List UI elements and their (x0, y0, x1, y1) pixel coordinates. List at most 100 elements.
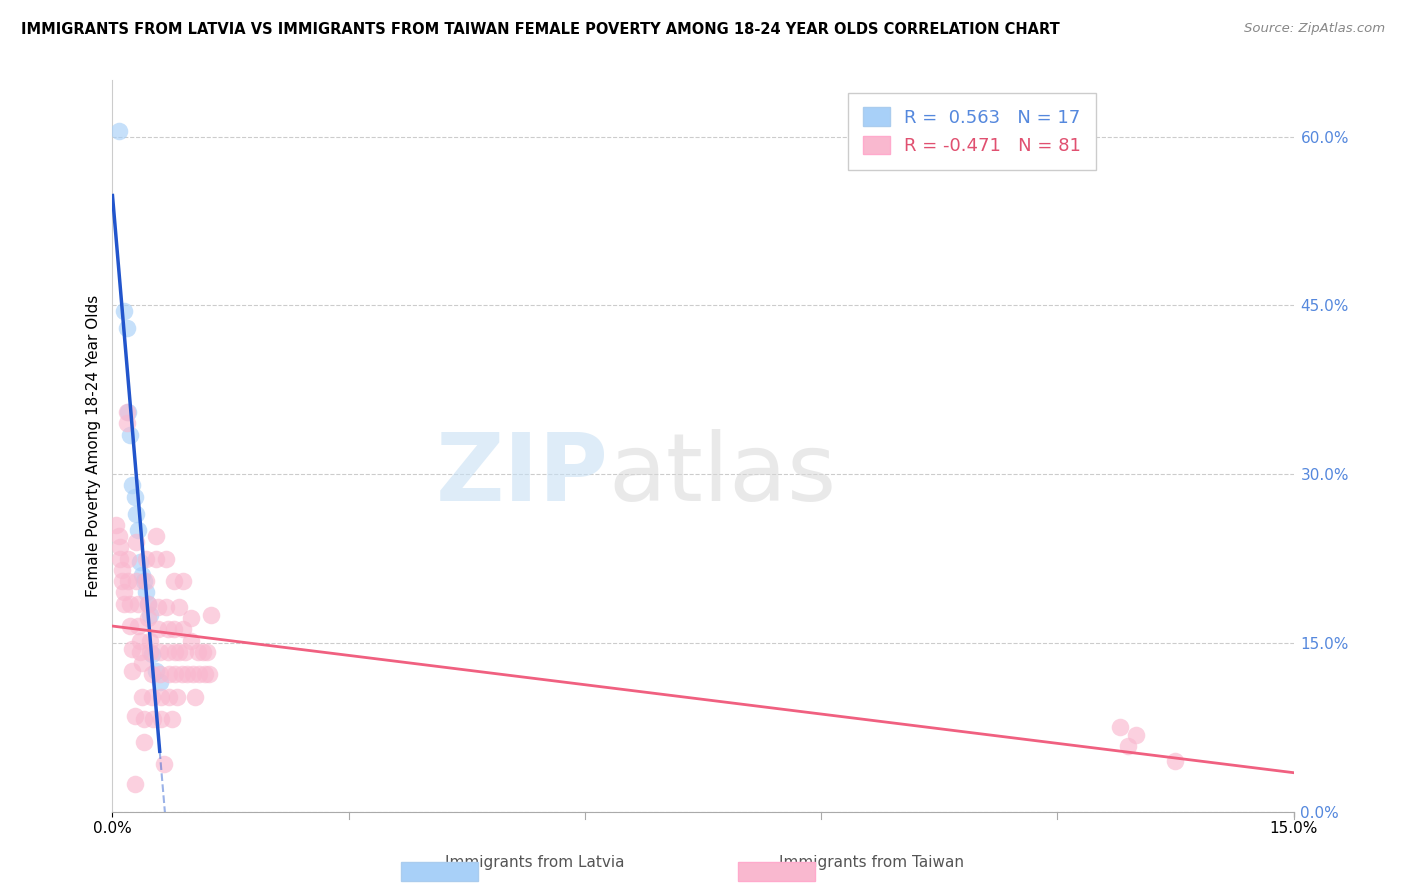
Point (125, 534, 148, 549)
Point (131, 690, 153, 704)
Point (149, 667, 172, 681)
Point (121, 664, 143, 678)
Point (197, 667, 219, 681)
Point (160, 713, 183, 727)
Point (131, 656, 153, 670)
Point (180, 633, 202, 648)
Point (150, 690, 173, 704)
Point (129, 645, 152, 659)
Point (157, 690, 180, 704)
Point (146, 599, 169, 614)
Point (142, 713, 165, 727)
Point (136, 597, 159, 611)
Point (127, 597, 149, 611)
Point (146, 623, 169, 637)
Point (117, 551, 139, 566)
Point (184, 690, 207, 704)
Point (125, 507, 148, 521)
Point (124, 709, 146, 723)
Point (163, 623, 186, 637)
Point (141, 690, 163, 704)
Point (107, 529, 129, 543)
Point (156, 645, 179, 659)
Point (186, 645, 208, 659)
Text: Immigrants from Taiwan: Immigrants from Taiwan (779, 855, 965, 870)
Point (129, 555, 152, 569)
Point (139, 633, 162, 648)
Point (1116, 739, 1139, 754)
Point (127, 619, 149, 633)
Point (135, 585, 157, 599)
Point (195, 645, 218, 659)
Point (105, 517, 128, 532)
Text: atlas: atlas (609, 429, 837, 521)
Point (1109, 720, 1132, 734)
Point (115, 321, 138, 335)
Point (117, 574, 139, 588)
Point (170, 667, 193, 681)
Point (156, 623, 179, 637)
Text: IMMIGRANTS FROM LATVIA VS IMMIGRANTS FROM TAIWAN FEMALE POVERTY AMONG 18-24 YEAR: IMMIGRANTS FROM LATVIA VS IMMIGRANTS FRO… (21, 22, 1060, 37)
Point (194, 667, 217, 681)
Point (180, 611, 202, 625)
Point (131, 568, 153, 582)
Point (132, 713, 155, 727)
Point (1125, 728, 1147, 742)
Point (1164, 754, 1187, 768)
Point (117, 405, 139, 419)
Point (169, 599, 191, 614)
Point (124, 776, 146, 790)
Point (141, 647, 163, 661)
Point (145, 551, 167, 566)
Point (118, 427, 141, 442)
Legend: R =  0.563   N = 17, R = -0.471   N = 81: R = 0.563 N = 17, R = -0.471 N = 81 (848, 93, 1095, 169)
Point (132, 735, 155, 749)
Point (181, 667, 204, 681)
Point (174, 645, 197, 659)
Point (165, 667, 187, 681)
Point (172, 574, 194, 588)
Point (127, 524, 149, 538)
Point (152, 757, 174, 772)
Point (188, 667, 211, 681)
Point (176, 667, 198, 681)
Point (115, 417, 138, 431)
Point (139, 607, 162, 622)
Point (121, 641, 143, 656)
Point (112, 597, 135, 611)
Point (169, 645, 191, 659)
Point (129, 633, 152, 648)
Point (155, 551, 177, 566)
Point (107, 124, 129, 138)
Point (141, 667, 163, 681)
Text: Source: ZipAtlas.com: Source: ZipAtlas.com (1244, 22, 1385, 36)
Point (145, 529, 167, 543)
Point (111, 574, 134, 588)
Point (163, 574, 186, 588)
Point (115, 405, 138, 419)
Y-axis label: Female Poverty Among 18-24 Year Olds: Female Poverty Among 18-24 Year Olds (86, 295, 101, 597)
Point (200, 607, 222, 622)
Point (166, 690, 188, 704)
Point (145, 664, 167, 678)
Point (118, 597, 141, 611)
Point (118, 619, 141, 633)
Point (150, 713, 173, 727)
Point (149, 645, 172, 659)
Point (136, 597, 159, 611)
Point (139, 645, 162, 659)
Point (121, 478, 143, 492)
Point (135, 574, 157, 588)
Point (110, 551, 132, 566)
Point (155, 599, 177, 614)
Point (157, 667, 180, 681)
Text: ZIP: ZIP (436, 429, 609, 521)
Text: Immigrants from Latvia: Immigrants from Latvia (444, 855, 624, 870)
Point (191, 645, 214, 659)
Point (112, 585, 135, 599)
Point (125, 574, 148, 588)
Point (136, 611, 159, 625)
Point (149, 675, 172, 690)
Point (111, 563, 134, 577)
Point (172, 623, 194, 637)
